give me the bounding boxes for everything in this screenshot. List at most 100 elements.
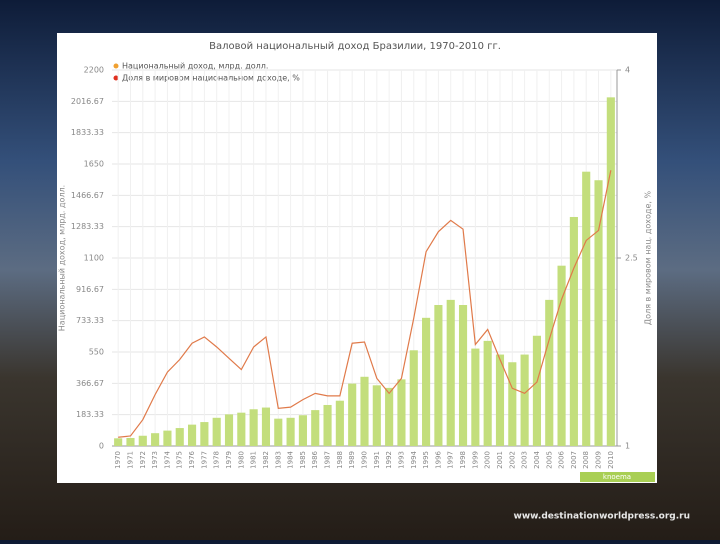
x-tick-label: 2001 [496, 451, 504, 469]
x-tick-label: 1986 [311, 450, 319, 468]
y-tick-label: 0 [99, 442, 104, 451]
bar [495, 354, 505, 446]
x-tick-label: 1999 [471, 451, 479, 469]
x-tick-label: 1981 [250, 451, 258, 469]
x-tick-label: 1978 [213, 451, 221, 469]
x-tick-label: 1979 [225, 451, 233, 469]
y-tick-label: 2200 [84, 66, 104, 75]
bar [126, 437, 135, 446]
y-tick-label: 916.67 [76, 285, 104, 294]
y-tick-label: 1283.33 [71, 222, 104, 231]
y-tick-label: 2016.67 [71, 97, 104, 106]
source-badge [580, 472, 655, 482]
bar [286, 417, 295, 446]
x-tick-label: 1975 [176, 451, 184, 469]
bar [163, 430, 172, 446]
x-tick-label: 2005 [545, 451, 553, 469]
x-tick-label: 1974 [163, 450, 171, 468]
x-tick-label: 1977 [200, 451, 208, 469]
bar [385, 387, 394, 446]
x-tick-label: 2006 [558, 450, 566, 468]
bar [520, 354, 529, 446]
legend-label: Национальный доход, млрд. долл. [122, 62, 268, 71]
bar [187, 424, 197, 446]
x-tick-label: 2010 [607, 451, 615, 469]
y2-tick-label: 2.5 [625, 254, 638, 263]
bar [606, 97, 615, 446]
bar [508, 362, 517, 446]
x-tick-label: 1972 [139, 451, 147, 469]
x-tick-label: 1987 [324, 451, 332, 469]
bar [594, 180, 603, 446]
watermark: www.destinationworldpress.org.ru [514, 512, 690, 522]
x-tick-label: 1992 [385, 451, 393, 469]
bar [237, 412, 246, 446]
legend-marker [113, 63, 119, 69]
x-tick-label: 1973 [151, 451, 159, 469]
x-tick-label: 1970 [114, 451, 122, 469]
bar [446, 299, 455, 446]
x-tick-label: 1994 [410, 450, 418, 468]
y-tick-label: 733.33 [76, 316, 104, 325]
x-tick-label: 1991 [373, 451, 381, 469]
x-tick-label: 1998 [459, 451, 467, 469]
x-tick-label: 2002 [508, 451, 516, 469]
bar [138, 435, 147, 446]
y-axis-label: Национальный доход, млрд. долл. [58, 185, 67, 331]
y2-tick-label: 4 [625, 66, 630, 75]
y-tick-label: 366.67 [76, 379, 104, 388]
bar [175, 428, 184, 446]
bar [434, 305, 443, 446]
x-tick-label: 2000 [484, 451, 492, 469]
x-tick-label: 1971 [126, 451, 134, 469]
x-tick-label: 2003 [521, 451, 529, 469]
bar [114, 438, 123, 446]
x-tick-label: 1983 [274, 451, 282, 469]
x-tick-label: 2007 [570, 451, 578, 469]
x-tick-label: 1980 [237, 451, 245, 469]
bar [397, 379, 406, 446]
bar [298, 415, 307, 446]
y2-tick-label: 1 [625, 442, 630, 451]
bar [200, 422, 209, 446]
legend-label: Доля в мировом национальном доходе, % [122, 74, 300, 83]
y2-axis-label: Доля в мировом нац. доходе, % [644, 191, 653, 326]
x-tick-label: 1982 [262, 451, 270, 469]
bar [471, 348, 480, 446]
y-tick-label: 1466.67 [71, 191, 104, 200]
bar [569, 216, 578, 446]
x-tick-label: 2004 [533, 450, 541, 468]
x-tick-label: 1976 [188, 450, 196, 468]
x-tick-label: 1985 [299, 451, 307, 469]
y-tick-label: 550 [89, 348, 104, 357]
bar [557, 265, 566, 446]
chart-title: Валовой национальный доход Бразилии, 197… [209, 41, 501, 52]
bar [422, 317, 431, 446]
y-tick-label: 1650 [84, 160, 104, 169]
bar [348, 383, 357, 446]
x-tick-label: 1984 [287, 450, 295, 468]
bar [545, 299, 554, 446]
bar [323, 404, 332, 446]
bar [151, 433, 160, 446]
y-tick-label: 1100 [84, 254, 104, 263]
x-tick-label: 1993 [397, 451, 405, 469]
line [118, 170, 612, 438]
bar [360, 376, 369, 446]
bar [532, 335, 542, 446]
bar [212, 417, 221, 446]
bar [582, 171, 591, 446]
legend-marker [113, 75, 119, 81]
bar [249, 409, 258, 446]
source: knoema [603, 473, 631, 481]
x-tick-label: 1996 [434, 450, 442, 468]
x-tick-label: 2009 [595, 451, 603, 469]
bar [311, 410, 320, 446]
x-tick-label: 2008 [582, 451, 590, 469]
bar [274, 418, 283, 446]
bar [335, 400, 344, 446]
bar [409, 350, 418, 446]
y-tick-label: 183.33 [76, 410, 104, 419]
x-tick-label: 1989 [348, 451, 356, 469]
